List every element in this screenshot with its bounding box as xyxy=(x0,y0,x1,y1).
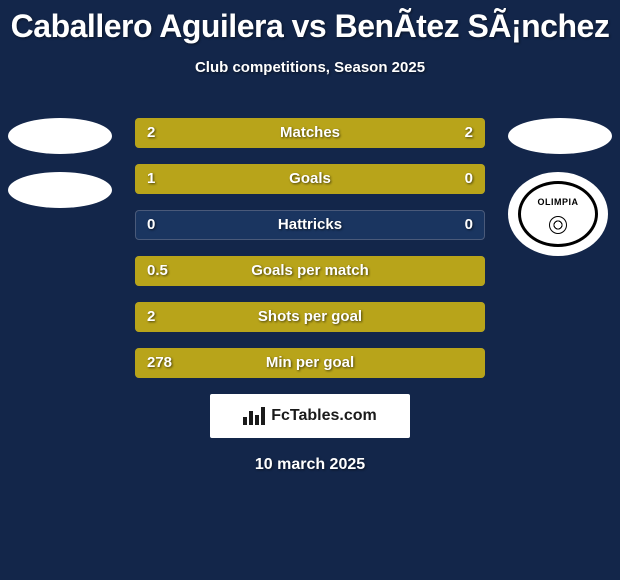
stat-value-left: 0.5 xyxy=(147,256,168,286)
stat-row: Min per goal278 xyxy=(135,348,485,378)
stat-label: Hattricks xyxy=(135,210,485,240)
stat-value-right: 2 xyxy=(465,118,473,148)
left-player-photo-placeholder xyxy=(8,118,112,154)
left-club-badge-placeholder xyxy=(8,172,112,208)
barchart-icon xyxy=(243,407,265,425)
comparison-content: OLIMPIA Matches22Goals10Hattricks00Goals… xyxy=(0,118,620,378)
source-text: FcTables.com xyxy=(271,407,377,425)
stat-value-left: 2 xyxy=(147,118,155,148)
page-subtitle: Club competitions, Season 2025 xyxy=(0,59,620,76)
stat-value-right: 0 xyxy=(465,164,473,194)
stat-row: Shots per goal2 xyxy=(135,302,485,332)
stat-value-left: 0 xyxy=(147,210,155,240)
soccer-ball-icon xyxy=(549,216,567,234)
right-club-badge: OLIMPIA xyxy=(508,172,608,256)
page-title: Caballero Aguilera vs BenÃ­tez SÃ¡nchez xyxy=(0,0,620,45)
right-player-badges: OLIMPIA xyxy=(508,118,612,256)
stat-value-left: 1 xyxy=(147,164,155,194)
stats-bars: Matches22Goals10Hattricks00Goals per mat… xyxy=(135,118,485,378)
date-text: 10 march 2025 xyxy=(0,456,620,474)
source-badge: FcTables.com xyxy=(210,394,410,438)
stat-row: Goals per match0.5 xyxy=(135,256,485,286)
stat-value-left: 278 xyxy=(147,348,172,378)
club-name-text: OLIMPIA xyxy=(538,197,579,207)
stat-label: Goals per match xyxy=(135,256,485,286)
olimpia-badge-icon: OLIMPIA xyxy=(518,181,598,247)
left-player-badges xyxy=(8,118,112,226)
stat-label: Min per goal xyxy=(135,348,485,378)
stat-row: Hattricks0 0 xyxy=(135,210,485,240)
stat-label: Goals xyxy=(135,164,485,194)
stat-row: Matches2 2 xyxy=(135,118,485,148)
stat-value-right: 0 xyxy=(465,210,473,240)
stat-label: Shots per goal xyxy=(135,302,485,332)
stat-value-left: 2 xyxy=(147,302,155,332)
stat-row: Goals1 0 xyxy=(135,164,485,194)
stat-label: Matches xyxy=(135,118,485,148)
right-player-photo-placeholder xyxy=(508,118,612,154)
